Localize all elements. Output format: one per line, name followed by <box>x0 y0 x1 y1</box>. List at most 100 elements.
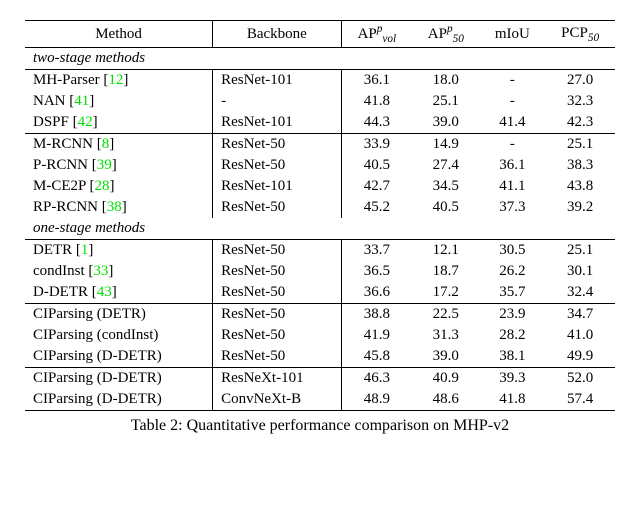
cell-method: MH-Parser [12] <box>25 70 213 92</box>
table-row: MH-Parser [12]ResNet-10136.118.0-27.0 <box>25 70 615 92</box>
table-row: CIParsing (condInst)ResNet-5041.931.328.… <box>25 325 615 346</box>
cell-pcp: 32.3 <box>545 91 615 112</box>
cell-backbone: ResNet-101 <box>213 112 342 134</box>
cell-apvol: 45.8 <box>341 346 412 368</box>
cell-backbone: ResNet-50 <box>213 197 342 218</box>
cell-ap50: 14.9 <box>412 134 479 156</box>
table-row: M-CE2P [28]ResNet-10142.734.541.143.8 <box>25 176 615 197</box>
cell-pcp: 38.3 <box>545 155 615 176</box>
cell-miou: 30.5 <box>479 240 545 262</box>
cell-backbone: ResNet-101 <box>213 176 342 197</box>
cell-ap50: 34.5 <box>412 176 479 197</box>
cell-miou: 39.3 <box>479 368 545 390</box>
cell-apvol: 45.2 <box>341 197 412 218</box>
section-title: two-stage methods <box>25 48 615 70</box>
cell-method: CIParsing (D-DETR) <box>25 346 213 368</box>
table-row: M-RCNN [8]ResNet-5033.914.9-25.1 <box>25 134 615 156</box>
cell-apvol: 38.8 <box>341 304 412 326</box>
cell-ap50: 12.1 <box>412 240 479 262</box>
cell-miou: 23.9 <box>479 304 545 326</box>
cell-ap50: 18.7 <box>412 261 479 282</box>
cell-miou: - <box>479 70 545 92</box>
cell-method: RP-RCNN [38] <box>25 197 213 218</box>
cell-ap50: 40.5 <box>412 197 479 218</box>
cell-backbone: ConvNeXt-B <box>213 389 342 411</box>
cell-ap50: 22.5 <box>412 304 479 326</box>
cell-apvol: 33.7 <box>341 240 412 262</box>
table-row: CIParsing (D-DETR)ConvNeXt-B48.948.641.8… <box>25 389 615 411</box>
table-caption: Table 2: Quantitative performance compar… <box>25 411 615 435</box>
cell-apvol: 33.9 <box>341 134 412 156</box>
cell-pcp: 49.9 <box>545 346 615 368</box>
cell-miou: 36.1 <box>479 155 545 176</box>
cell-method: M-RCNN [8] <box>25 134 213 156</box>
cell-apvol: 42.7 <box>341 176 412 197</box>
cell-apvol: 36.5 <box>341 261 412 282</box>
cell-pcp: 57.4 <box>545 389 615 411</box>
cell-pcp: 30.1 <box>545 261 615 282</box>
cell-method: CIParsing (D-DETR) <box>25 368 213 390</box>
cell-backbone: - <box>213 91 342 112</box>
cell-backbone: ResNet-101 <box>213 70 342 92</box>
col-apvol: APpvol <box>341 21 412 48</box>
cell-backbone: ResNet-50 <box>213 325 342 346</box>
cell-ap50: 17.2 <box>412 282 479 304</box>
results-table: Method Backbone APpvol APp50 mIoU PCP50 … <box>25 20 615 435</box>
table-row: P-RCNN [39]ResNet-5040.527.436.138.3 <box>25 155 615 176</box>
col-miou: mIoU <box>479 21 545 48</box>
cell-miou: 41.4 <box>479 112 545 134</box>
cell-apvol: 46.3 <box>341 368 412 390</box>
table-body: two-stage methodsMH-Parser [12]ResNet-10… <box>25 48 615 411</box>
col-pcp: PCP50 <box>545 21 615 48</box>
cell-backbone: ResNet-50 <box>213 261 342 282</box>
cell-miou: 38.1 <box>479 346 545 368</box>
cell-method: CIParsing (DETR) <box>25 304 213 326</box>
cell-backbone: ResNet-50 <box>213 155 342 176</box>
cell-ap50: 25.1 <box>412 91 479 112</box>
cell-apvol: 40.5 <box>341 155 412 176</box>
cell-method: CIParsing (D-DETR) <box>25 389 213 411</box>
cell-backbone: ResNet-50 <box>213 346 342 368</box>
cell-miou: 41.1 <box>479 176 545 197</box>
cell-method: D-DETR [43] <box>25 282 213 304</box>
cell-miou: 41.8 <box>479 389 545 411</box>
cell-backbone: ResNet-50 <box>213 282 342 304</box>
cell-pcp: 32.4 <box>545 282 615 304</box>
cell-ap50: 27.4 <box>412 155 479 176</box>
cell-ap50: 48.6 <box>412 389 479 411</box>
cell-ap50: 39.0 <box>412 112 479 134</box>
cell-miou: 37.3 <box>479 197 545 218</box>
table-row: D-DETR [43]ResNet-5036.617.235.732.4 <box>25 282 615 304</box>
cell-pcp: 43.8 <box>545 176 615 197</box>
section-title: one-stage methods <box>25 218 615 240</box>
cell-pcp: 27.0 <box>545 70 615 92</box>
cell-method: M-CE2P [28] <box>25 176 213 197</box>
table-row: CIParsing (D-DETR)ResNeXt-10146.340.939.… <box>25 368 615 390</box>
table-row: CIParsing (DETR)ResNet-5038.822.523.934.… <box>25 304 615 326</box>
cell-backbone: ResNet-50 <box>213 134 342 156</box>
cell-miou: 28.2 <box>479 325 545 346</box>
cell-ap50: 40.9 <box>412 368 479 390</box>
cell-pcp: 42.3 <box>545 112 615 134</box>
table-row: RP-RCNN [38]ResNet-5045.240.537.339.2 <box>25 197 615 218</box>
cell-miou: 35.7 <box>479 282 545 304</box>
col-method: Method <box>25 21 213 48</box>
cell-backbone: ResNet-50 <box>213 304 342 326</box>
col-ap50: APp50 <box>412 21 479 48</box>
cell-ap50: 39.0 <box>412 346 479 368</box>
cell-pcp: 25.1 <box>545 134 615 156</box>
cell-method: NAN [41] <box>25 91 213 112</box>
table-row: NAN [41]-41.825.1-32.3 <box>25 91 615 112</box>
cell-method: DETR [1] <box>25 240 213 262</box>
cell-miou: 26.2 <box>479 261 545 282</box>
cell-backbone: ResNet-50 <box>213 240 342 262</box>
cell-miou: - <box>479 91 545 112</box>
cell-backbone: ResNeXt-101 <box>213 368 342 390</box>
cell-apvol: 44.3 <box>341 112 412 134</box>
cell-pcp: 34.7 <box>545 304 615 326</box>
cell-pcp: 41.0 <box>545 325 615 346</box>
cell-method: condInst [33] <box>25 261 213 282</box>
table-row: DSPF [42]ResNet-10144.339.041.442.3 <box>25 112 615 134</box>
col-backbone: Backbone <box>213 21 342 48</box>
table-row: DETR [1]ResNet-5033.712.130.525.1 <box>25 240 615 262</box>
